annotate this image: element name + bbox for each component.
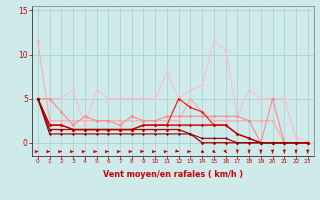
X-axis label: Vent moyen/en rafales ( km/h ): Vent moyen/en rafales ( km/h ) — [103, 170, 243, 179]
